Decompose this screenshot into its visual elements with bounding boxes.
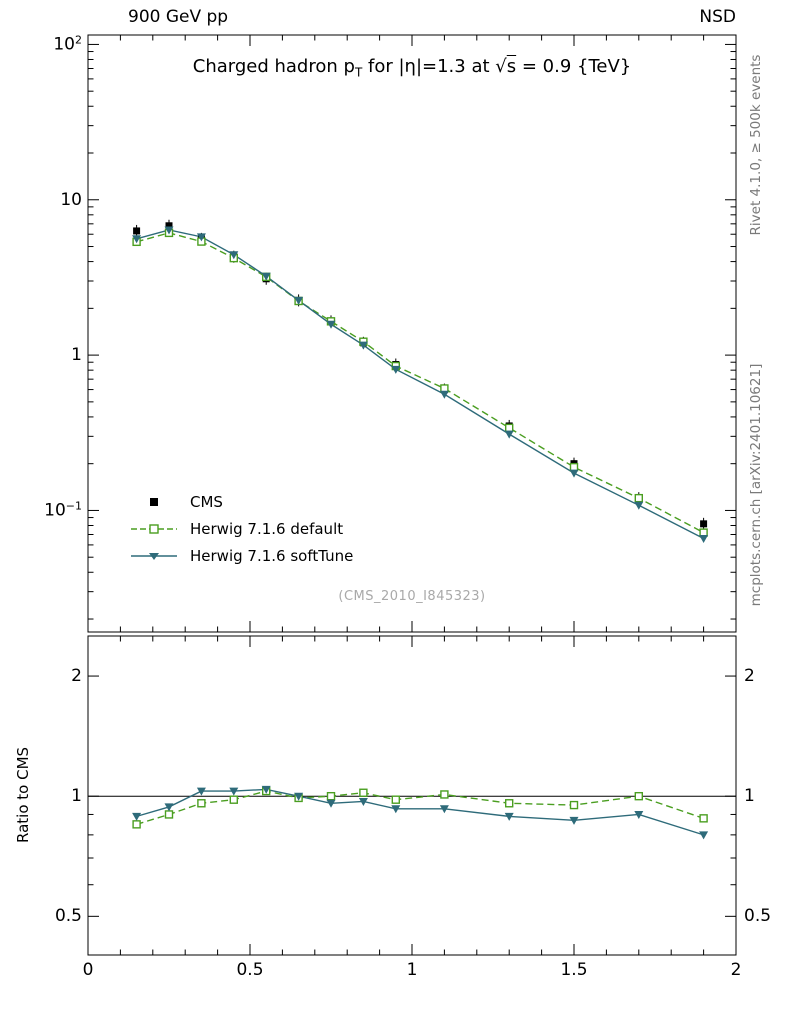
legend-label-cms: CMS [190,492,223,511]
title-text-post: = 0.9 {TeV} [516,56,632,77]
y-tick-label: 1 [71,345,82,366]
y-tick-label-right: 1 [744,786,755,807]
title-text: Charged hadron p [192,56,355,77]
x-tick-label: 0.5 [236,960,264,980]
title-subscript: T [354,65,363,80]
beam-energy-label: 900 GeV pp [128,7,229,27]
herwig-default-sample [131,523,177,534]
cms-marker-sample [150,497,158,506]
y-tick-label: 10 [60,189,82,210]
analysis-id-watermark: (CMS_2010_I845323) [338,589,486,604]
sqrt-arg: s [506,56,517,77]
legend-label-herwig-default: Herwig 7.1.6 default [190,519,344,538]
y-tick-label-right: 0.5 [744,906,772,927]
x-tick-label: 1.5 [560,960,588,980]
rivet-version-label: Rivet 4.1.0, ≥ 500k events [748,55,764,236]
y-tick-label: 10−1 [44,499,82,521]
plot-title: Charged hadron pT for |η|=1.3 at √s = 0.… [88,56,736,80]
event-class-label: NSD [699,7,736,27]
ratio-axis-label: Ratio to CMS [14,747,32,843]
legend: CMS Herwig 7.1.6 default Herwig 7.1.6 so… [128,488,353,569]
legend-label-herwig-softtune: Herwig 7.1.6 softTune [190,546,354,565]
y-tick-label: 102 [53,33,82,55]
legend-item-herwig-softtune: Herwig 7.1.6 softTune [128,542,353,569]
herwig-softtune-sample [131,552,177,560]
y-tick-label-right: 2 [744,666,755,687]
x-tick-label: 0 [82,960,94,980]
x-tick-label: 2 [730,960,742,980]
sqrt-symbol: √ [495,56,507,77]
y-tick-label: 2 [71,666,82,687]
legend-item-cms: CMS [128,488,353,515]
title-text-mid: for |η|=1.3 at [362,56,496,77]
y-tick-label: 1 [71,786,82,807]
ratio-panel [87,635,737,956]
main-panel [87,34,737,633]
mcplots-reference-label: mcplots.cern.ch [arXiv:2401.10621] [748,364,764,607]
y-tick-label: 0.5 [54,906,82,927]
legend-item-herwig-default: Herwig 7.1.6 default [128,515,353,542]
x-tick-label: 1 [406,960,418,980]
